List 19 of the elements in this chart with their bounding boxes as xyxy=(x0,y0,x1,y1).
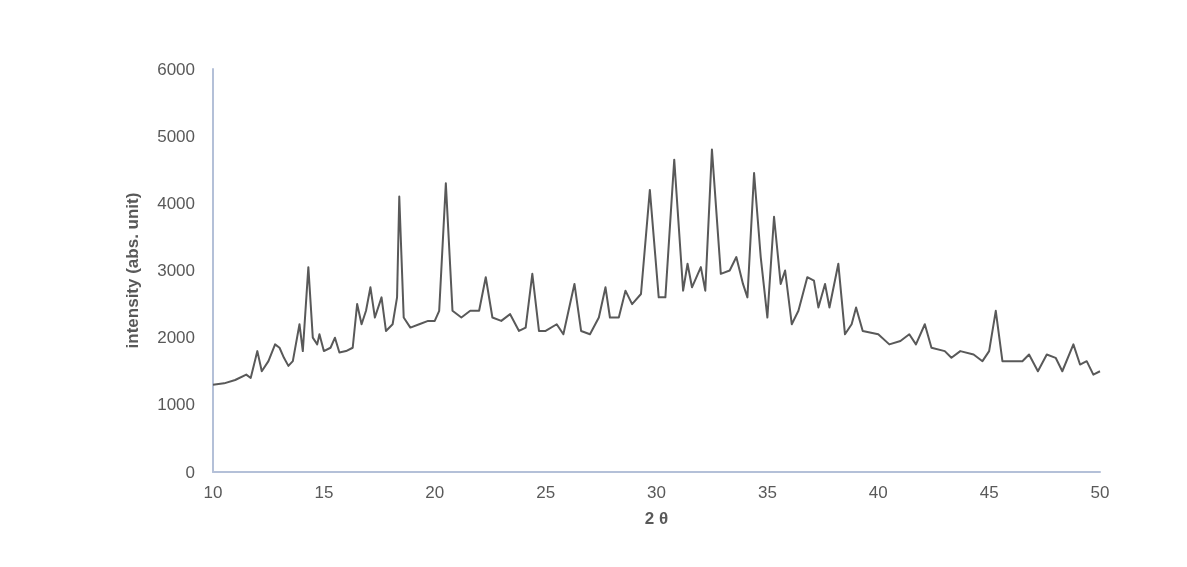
y-tick-label: 5000 xyxy=(157,126,195,146)
x-tick-label: 45 xyxy=(979,483,999,502)
y-tick-label: 1000 xyxy=(157,395,195,415)
line-series xyxy=(212,148,1101,386)
x-tick-label: 10 xyxy=(203,483,223,502)
y-axis-title: intensity (abs. unit) xyxy=(123,192,142,349)
y-tick-label: 3000 xyxy=(157,261,195,280)
y-tick-label: 2000 xyxy=(157,328,195,348)
y-tick-label: 0 xyxy=(185,462,195,482)
x-tick-label: 50 xyxy=(1090,483,1110,502)
x-tick-label: 30 xyxy=(647,483,666,502)
x-tick-label: 20 xyxy=(425,483,445,502)
x-tick-label: 25 xyxy=(536,483,556,502)
x-tick-label: 15 xyxy=(314,483,334,502)
y-tick-label: 4000 xyxy=(157,193,195,213)
x-axis-title: 2 θ xyxy=(644,509,669,528)
y-tick-label: 6000 xyxy=(157,59,195,79)
x-tick-label: 40 xyxy=(868,483,888,502)
x-tick-label: 35 xyxy=(757,483,777,502)
